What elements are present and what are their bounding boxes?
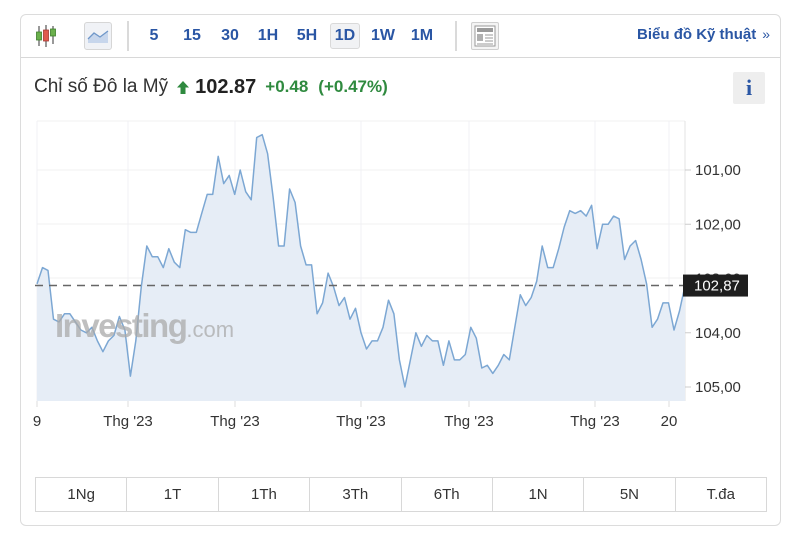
last-price-marker: 102,87 <box>683 274 748 297</box>
price-change-percent: (+0.47%) <box>318 77 388 96</box>
timeframe-1w[interactable]: 1W <box>371 27 395 44</box>
timeframe-30[interactable]: 30 <box>221 27 239 44</box>
double-chevron-right-icon: » <box>762 26 770 42</box>
news-layout-icon[interactable] <box>471 22 499 50</box>
price-line <box>36 133 686 388</box>
timeframe-5[interactable]: 5 <box>149 27 159 44</box>
range-1-day[interactable]: 1Ng <box>36 478 128 511</box>
investing-watermark: Investing.com <box>55 307 234 344</box>
svg-text:105,00: 105,00 <box>695 379 741 396</box>
range-1-week[interactable]: 1T <box>127 478 219 511</box>
range-max[interactable]: T.đa <box>706 486 735 503</box>
timeframe-5h[interactable]: 5H <box>296 27 318 44</box>
svg-text:Thg '23: Thg '23 <box>103 413 153 430</box>
timeframe-1h[interactable]: 1H <box>257 27 279 44</box>
svg-text:Thg '23: Thg '23 <box>570 413 620 430</box>
timeframe-1d[interactable]: 1D <box>330 23 360 49</box>
technical-chart-label: Biểu đồ Kỹ thuật <box>637 26 757 43</box>
svg-text:20: 20 <box>661 413 678 430</box>
svg-text:102,87: 102,87 <box>694 278 740 295</box>
info-button[interactable]: i <box>733 72 765 104</box>
price-chart[interactable]: Investing.com 105,00 104,00 102,00 101,00 10… <box>21 15 782 475</box>
price-change: +0.48 <box>265 77 309 96</box>
range-1-month[interactable]: 1Th <box>219 478 311 511</box>
svg-text:Thg '23: Thg '23 <box>444 413 494 430</box>
toolbar-divider <box>127 21 129 51</box>
range-selector: 1Ng 1T 1Th 3Th 6Th 1N 5N T.đa <box>35 477 767 512</box>
range-3-months[interactable]: 3Th <box>310 478 402 511</box>
chart-toolbar: 5 15 30 1H 5H 1D 1W 1M Biểu đồ Kỹ thuật » <box>21 15 780 58</box>
svg-text:9: 9 <box>33 413 41 430</box>
svg-text:101,00: 101,00 <box>695 162 741 179</box>
technical-chart-link[interactable]: Biểu đồ Kỹ thuật » <box>637 26 770 43</box>
x-axis: 9 Thg '23 Thg '23 Thg '23 Thg '23 Thg '23 20 <box>33 401 678 430</box>
chart-widget: 5 15 30 1H 5H 1D 1W 1M Biểu đồ Kỹ thuật »… <box>20 14 781 526</box>
candlestick-icon[interactable] <box>33 22 61 50</box>
svg-text:102,00: 102,00 <box>695 216 741 233</box>
timeframe-1m[interactable]: 1M <box>410 27 434 44</box>
up-arrow-icon <box>177 80 190 94</box>
instrument-header: Chỉ số Đô la Mỹ 102.87 +0.48 (+0.47%) <box>34 73 388 101</box>
range-6-months[interactable]: 6Th <box>402 478 493 511</box>
last-price: 102.87 <box>195 75 257 98</box>
svg-text:Thg '23: Thg '23 <box>336 413 386 430</box>
timeframe-15[interactable]: 15 <box>183 27 201 44</box>
svg-text:104,00: 104,00 <box>695 325 741 342</box>
instrument-name: Chỉ số Đô la Mỹ <box>34 76 169 97</box>
svg-text:Thg '23: Thg '23 <box>210 413 260 430</box>
price-area-fill <box>37 134 685 401</box>
toolbar-divider <box>455 21 457 51</box>
area-chart-icon[interactable] <box>84 22 112 50</box>
range-5-years[interactable]: 5N <box>584 478 676 511</box>
range-1-year[interactable]: 1N <box>493 478 585 511</box>
